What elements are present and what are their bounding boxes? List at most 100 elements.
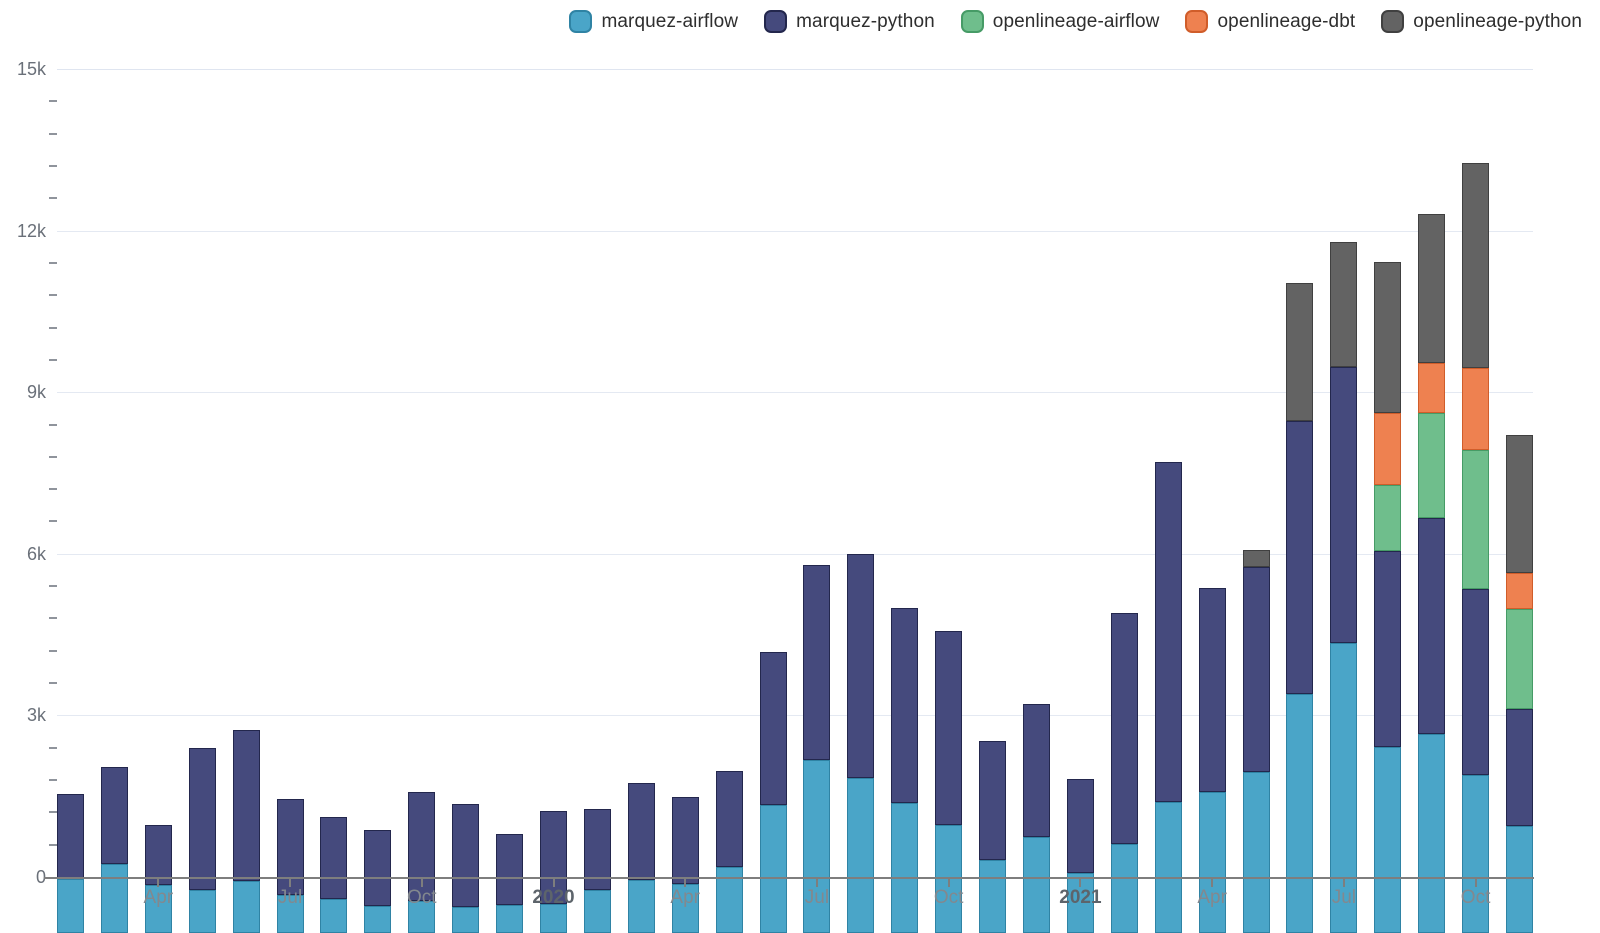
bar-segment-marquez-python[interactable] (1023, 704, 1050, 838)
bar-segment-marquez-airflow[interactable] (364, 905, 392, 933)
bar-segment-marquez-python[interactable] (188, 748, 216, 891)
bar-segment-marquez-airflow[interactable] (320, 898, 348, 933)
bar-segment-marquez-python[interactable] (1242, 566, 1270, 772)
y-axis-minor-tick (49, 488, 57, 491)
bar-segment-marquez-python[interactable] (364, 829, 392, 906)
bar-segment-marquez-python[interactable] (1286, 421, 1314, 695)
bar-segment-marquez-airflow[interactable] (1023, 837, 1050, 933)
bar-segment-marquez-airflow[interactable] (276, 894, 304, 933)
bar-segment-marquez-airflow[interactable] (1286, 694, 1314, 933)
legend-item-openlineage-python[interactable]: openlineage-python (1381, 10, 1582, 33)
bar-segment-marquez-python[interactable] (1066, 778, 1094, 873)
bar-segment-marquez-airflow[interactable] (540, 904, 567, 933)
bar-month-nov-2020 (979, 740, 1007, 933)
bar-segment-openlineage-python[interactable] (1418, 214, 1446, 363)
bar-segment-marquez-python[interactable] (583, 809, 611, 890)
bar-month-jan-2020 (540, 810, 567, 933)
bar-segment-marquez-airflow[interactable] (1462, 774, 1490, 933)
bar-month-apr-2020 (671, 797, 699, 933)
bar-segment-marquez-python[interactable] (452, 803, 480, 908)
bar-segment-openlineage-airflow[interactable] (1374, 484, 1402, 551)
y-axis-tick-label: 6k (26, 543, 46, 564)
bar-segment-marquez-airflow[interactable] (759, 804, 787, 933)
bar-segment-marquez-python[interactable] (1506, 709, 1533, 827)
bar-segment-marquez-python[interactable] (144, 824, 172, 885)
bar-segment-marquez-airflow[interactable] (408, 901, 436, 933)
bar-segment-marquez-airflow[interactable] (100, 863, 128, 933)
bar-segment-marquez-airflow[interactable] (671, 883, 699, 933)
bar-segment-marquez-python[interactable] (232, 730, 260, 882)
bar-segment-marquez-python[interactable] (100, 767, 128, 864)
bar-month-feb-2020 (583, 809, 611, 933)
bar-segment-marquez-airflow[interactable] (1154, 801, 1182, 933)
bar-segment-marquez-python[interactable] (1110, 612, 1138, 844)
bar-segment-marquez-python[interactable] (935, 631, 963, 825)
bar-segment-openlineage-dbt[interactable] (1506, 572, 1533, 609)
y-axis-tick-label: 9k (26, 382, 46, 403)
legend-item-openlineage-dbt[interactable]: openlineage-dbt (1185, 10, 1355, 33)
bar-segment-openlineage-python[interactable] (1242, 550, 1270, 567)
legend-item-marquez-python[interactable]: marquez-python (764, 10, 935, 33)
bar-segment-marquez-airflow[interactable] (1418, 733, 1446, 933)
bar-segment-openlineage-airflow[interactable] (1462, 449, 1490, 590)
bar-segment-marquez-python[interactable] (496, 834, 524, 905)
bar-segment-marquez-airflow[interactable] (1110, 843, 1138, 933)
bar-segment-marquez-python[interactable] (57, 794, 84, 880)
bar-segment-marquez-python[interactable] (1418, 518, 1446, 734)
bar-segment-marquez-airflow[interactable] (847, 777, 875, 933)
bar-segment-marquez-python[interactable] (276, 799, 304, 895)
bar-segment-marquez-python[interactable] (627, 783, 655, 881)
bar-segment-marquez-python[interactable] (1198, 587, 1226, 793)
bar-segment-marquez-airflow[interactable] (979, 860, 1007, 933)
y-axis-minor-tick (49, 423, 57, 426)
bar-month-nov-2021 (1506, 434, 1533, 933)
bar-segment-marquez-python[interactable] (891, 607, 919, 804)
bar-segment-marquez-python[interactable] (671, 797, 699, 884)
y-axis-minor-tick (49, 294, 57, 297)
bar-segment-marquez-python[interactable] (1330, 366, 1358, 643)
bar-segment-marquez-airflow[interactable] (1066, 872, 1094, 933)
bar-segment-marquez-python[interactable] (847, 553, 875, 778)
legend-item-marquez-airflow[interactable]: marquez-airflow (569, 10, 738, 33)
bar-month-jul-2020 (803, 564, 831, 933)
bar-segment-openlineage-python[interactable] (1286, 282, 1314, 422)
bar-segment-marquez-python[interactable] (1462, 589, 1490, 775)
bar-segment-openlineage-dbt[interactable] (1462, 367, 1490, 450)
bar-segment-marquez-python[interactable] (1374, 550, 1402, 747)
bar-segment-openlineage-python[interactable] (1462, 162, 1490, 368)
bar-segment-marquez-airflow[interactable] (1506, 826, 1533, 933)
bar-segment-marquez-airflow[interactable] (1330, 642, 1358, 933)
bar-segment-marquez-airflow[interactable] (1374, 746, 1402, 933)
bar-segment-openlineage-dbt[interactable] (1374, 413, 1402, 485)
bar-segment-openlineage-python[interactable] (1374, 261, 1402, 414)
bar-segment-marquez-airflow[interactable] (1198, 792, 1226, 933)
bar-segment-marquez-airflow[interactable] (452, 907, 480, 933)
bar-segment-marquez-python[interactable] (540, 810, 567, 905)
legend-item-openlineage-airflow[interactable]: openlineage-airflow (960, 10, 1160, 33)
bar-segment-openlineage-airflow[interactable] (1506, 608, 1533, 710)
bar-segment-marquez-python[interactable] (803, 564, 831, 760)
bar-segment-marquez-airflow[interactable] (496, 905, 524, 933)
y-axis-tick-label: 0 (35, 867, 46, 887)
bar-segment-marquez-python[interactable] (979, 740, 1007, 861)
bar-segment-marquez-airflow[interactable] (57, 879, 84, 933)
bar-segment-marquez-python[interactable] (408, 792, 436, 902)
bar-segment-marquez-airflow[interactable] (583, 889, 611, 933)
bar-segment-openlineage-python[interactable] (1330, 241, 1358, 367)
bar-segment-marquez-python[interactable] (320, 816, 348, 899)
bar-segment-marquez-airflow[interactable] (188, 890, 216, 933)
bar-segment-openlineage-python[interactable] (1506, 434, 1533, 573)
bar-month-sep-2020 (891, 607, 919, 933)
bar-segment-marquez-airflow[interactable] (232, 881, 260, 933)
bar-month-may-2020 (715, 771, 743, 933)
bar-segment-marquez-airflow[interactable] (891, 803, 919, 933)
bar-segment-marquez-python[interactable] (1154, 461, 1182, 802)
bar-segment-marquez-airflow[interactable] (1242, 771, 1270, 933)
bar-segment-marquez-airflow[interactable] (144, 884, 172, 933)
bar-segment-marquez-airflow[interactable] (627, 880, 655, 933)
bar-segment-marquez-airflow[interactable] (803, 759, 831, 933)
bar-segment-marquez-python[interactable] (759, 652, 787, 805)
bar-segment-openlineage-dbt[interactable] (1418, 362, 1446, 414)
bar-segment-marquez-python[interactable] (715, 771, 743, 868)
bar-segment-openlineage-airflow[interactable] (1418, 413, 1446, 519)
